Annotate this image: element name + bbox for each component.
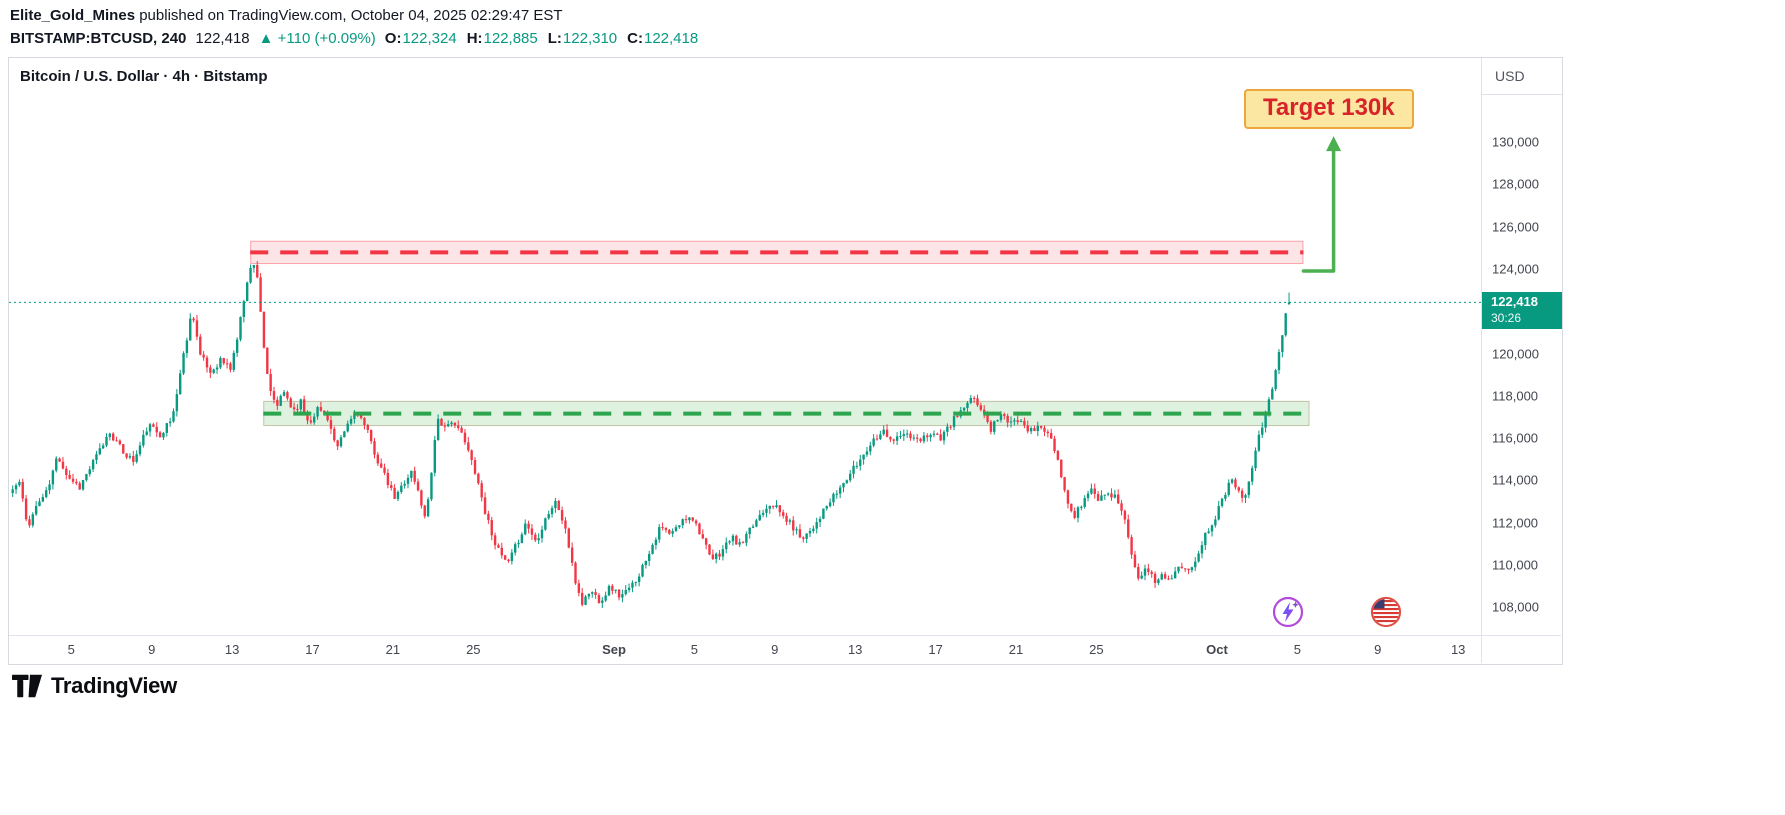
tradingview-logo-icon [12, 674, 42, 698]
last-price-badge: 122,418 30:26 [1482, 292, 1562, 329]
price-change: ▲ +110 (+0.09%) [258, 30, 376, 47]
symbol-name: BITSTAMP:BTCUSD, 240 [10, 30, 187, 47]
time-tick: 21 [385, 642, 401, 657]
time-tick: 13 [1450, 642, 1466, 657]
time-tick: 9 [771, 642, 779, 657]
us-flag-icon [1369, 595, 1403, 634]
footer-brand: TradingView [12, 673, 177, 699]
ohlc-o: O:122,324 [384, 30, 457, 47]
time-tick: 5 [690, 642, 699, 657]
time-tick: 5 [1293, 642, 1302, 657]
price-tick: 112,000 [1492, 515, 1539, 531]
publish-bar: Elite_Gold_Mines published on TradingVie… [10, 7, 563, 24]
time-tick: 5 [67, 642, 75, 657]
time-tick: Sep [602, 642, 626, 657]
ohlc-l: L:122,310 [547, 30, 618, 47]
time-tick: 17 [928, 642, 943, 657]
time-tick: 17 [305, 642, 320, 657]
ohlc-values: O:122,324 H:122,885 L:122,310 C:122,418 [385, 30, 698, 47]
price-tick: 114,000 [1492, 472, 1539, 488]
candlestick-chart[interactable] [9, 58, 1481, 635]
time-tick: 25 [466, 642, 481, 657]
publish-info: published on TradingView.com, October 04… [135, 7, 563, 24]
chart-panel: Bitcoin / U.S. Dollar · 4h · Bitstamp Ta… [8, 57, 1563, 665]
price-tick: 118,000 [1492, 388, 1539, 404]
time-tick: 13 [224, 642, 240, 657]
time-tick: 25 [1089, 642, 1104, 657]
price-tick: 110,000 [1492, 557, 1539, 573]
time-tick: 21 [1008, 642, 1024, 657]
price-tick: 130,000 [1492, 134, 1539, 150]
target-annotation[interactable]: Target 130k [1244, 89, 1414, 129]
time-tick: 9 [148, 642, 156, 657]
ohlc-h: H:122,885 [466, 30, 538, 47]
price-tick: 124,000 [1492, 261, 1539, 277]
badge-price: 122,418 [1491, 294, 1538, 310]
last-price: 122,418 [195, 30, 250, 47]
price-tick: 116,000 [1492, 430, 1539, 446]
chart-legend: Bitcoin / U.S. Dollar · 4h · Bitstamp [20, 68, 268, 85]
currency-label: USD [1482, 58, 1562, 95]
symbol-bar: BITSTAMP:BTCUSD, 240 122,418 ▲ +110 (+0.… [10, 30, 698, 47]
price-tick: 128,000 [1492, 176, 1539, 192]
brand-name: TradingView [51, 673, 177, 698]
time-tick: 13 [847, 642, 863, 657]
ohlc-c: C:122,418 [627, 30, 699, 47]
bar-countdown: 30:26 [1491, 310, 1522, 325]
price-tick: 126,000 [1492, 219, 1539, 235]
price-axis[interactable]: USD 108,000 110,000 112,000 114,000 116,000 1… [1481, 58, 1562, 635]
time-tick: 9 [1374, 642, 1382, 657]
sparkle-icon [1271, 595, 1305, 634]
author-name: Elite_Gold_Mines [10, 7, 136, 24]
price-tick: 120,000 [1492, 346, 1539, 361]
time-tick: Oct [1206, 642, 1228, 657]
price-tick: 108,000 [1492, 599, 1539, 615]
axis-corner [1481, 635, 1561, 663]
time-axis[interactable]: 5 9 13 17 21 25 Sep 5 9 13 17 21 25 Oct 5 9 13 [9, 635, 1481, 664]
